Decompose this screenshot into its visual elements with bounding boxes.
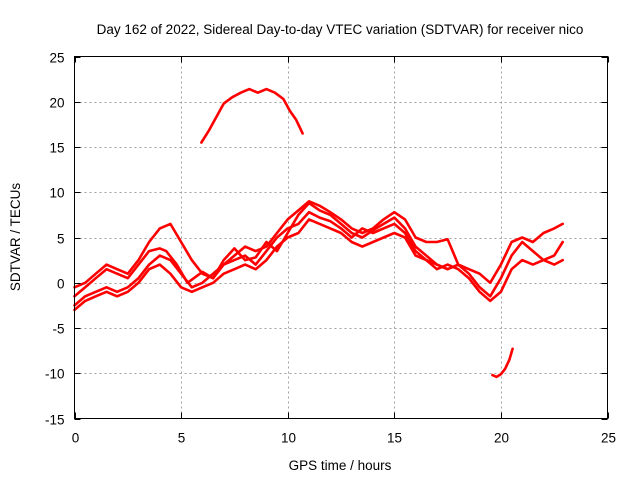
y-axis-label: SDTVAR / TECUs — [8, 183, 23, 292]
x-tick-label: 20 — [494, 431, 509, 446]
grid — [74, 56, 608, 419]
series-line-sat-e — [200, 87, 304, 144]
y-tick-label: -10 — [45, 367, 65, 382]
series-line-sat-c — [73, 200, 565, 289]
ticks: 0 5 10 15 20 25 -15 -10 -5 0 5 10 15 20 25 — [45, 51, 616, 446]
series-line-sat-d — [73, 218, 449, 312]
plot-frame — [74, 56, 608, 419]
y-tick-label: -5 — [52, 322, 64, 337]
x-tick-label: 15 — [387, 431, 402, 446]
x-tick-label: 0 — [72, 431, 80, 446]
x-tick-label: 10 — [281, 431, 296, 446]
x-axis-label: GPS time / hours — [289, 458, 392, 473]
plot-series — [73, 87, 565, 379]
series-line-sat-a — [73, 201, 565, 298]
x-tick-label: 25 — [601, 431, 616, 446]
y-tick-label: 0 — [57, 277, 65, 292]
y-tick-label: 25 — [49, 51, 64, 66]
x-tick-label: 5 — [178, 431, 186, 446]
y-tick-label: 5 — [57, 232, 65, 247]
y-tick-label: -15 — [45, 413, 65, 428]
y-tick-label: 10 — [49, 186, 64, 201]
chart-title: Day 162 of 2022, Sidereal Day-to-day VTE… — [97, 22, 584, 37]
y-tick-label: 15 — [49, 141, 64, 156]
series-line-sat-f — [491, 347, 514, 379]
series-line-sat-b — [73, 210, 565, 307]
y-tick-label: 20 — [49, 96, 64, 111]
